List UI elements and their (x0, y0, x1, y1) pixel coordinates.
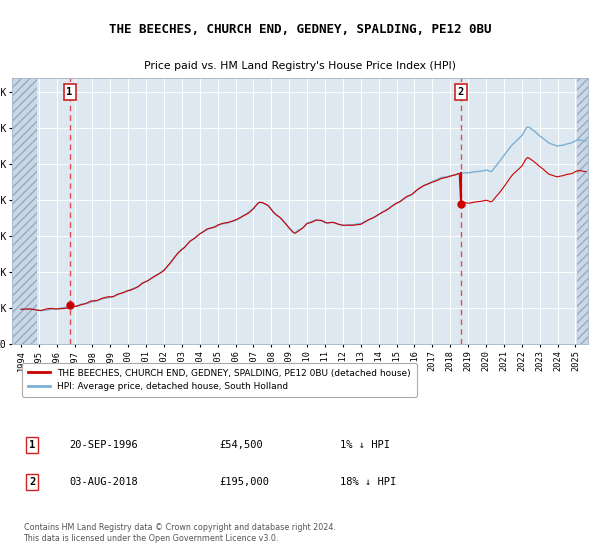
Text: 2: 2 (29, 477, 35, 487)
Text: 03-AUG-2018: 03-AUG-2018 (70, 477, 139, 487)
Bar (577, 78, 588, 344)
Text: Contains HM Land Registry data © Crown copyright and database right 2024.
This d: Contains HM Land Registry data © Crown c… (23, 523, 335, 543)
Text: THE BEECHES, CHURCH END, GEDNEY, SPALDING, PE12 0BU: THE BEECHES, CHURCH END, GEDNEY, SPALDIN… (109, 22, 491, 35)
Text: 20-SEP-1996: 20-SEP-1996 (70, 440, 139, 450)
Bar (12, 78, 37, 344)
Legend: THE BEECHES, CHURCH END, GEDNEY, SPALDING, PE12 0BU (detached house), HPI: Avera: THE BEECHES, CHURCH END, GEDNEY, SPALDIN… (22, 363, 416, 396)
Text: Price paid vs. HM Land Registry's House Price Index (HPI): Price paid vs. HM Land Registry's House … (144, 60, 456, 71)
Text: 1% ↓ HPI: 1% ↓ HPI (340, 440, 391, 450)
Text: 1: 1 (67, 87, 73, 97)
Text: £195,000: £195,000 (220, 477, 269, 487)
Text: 1: 1 (29, 440, 35, 450)
Text: 18% ↓ HPI: 18% ↓ HPI (340, 477, 397, 487)
Text: £54,500: £54,500 (220, 440, 263, 450)
Text: 2: 2 (458, 87, 464, 97)
